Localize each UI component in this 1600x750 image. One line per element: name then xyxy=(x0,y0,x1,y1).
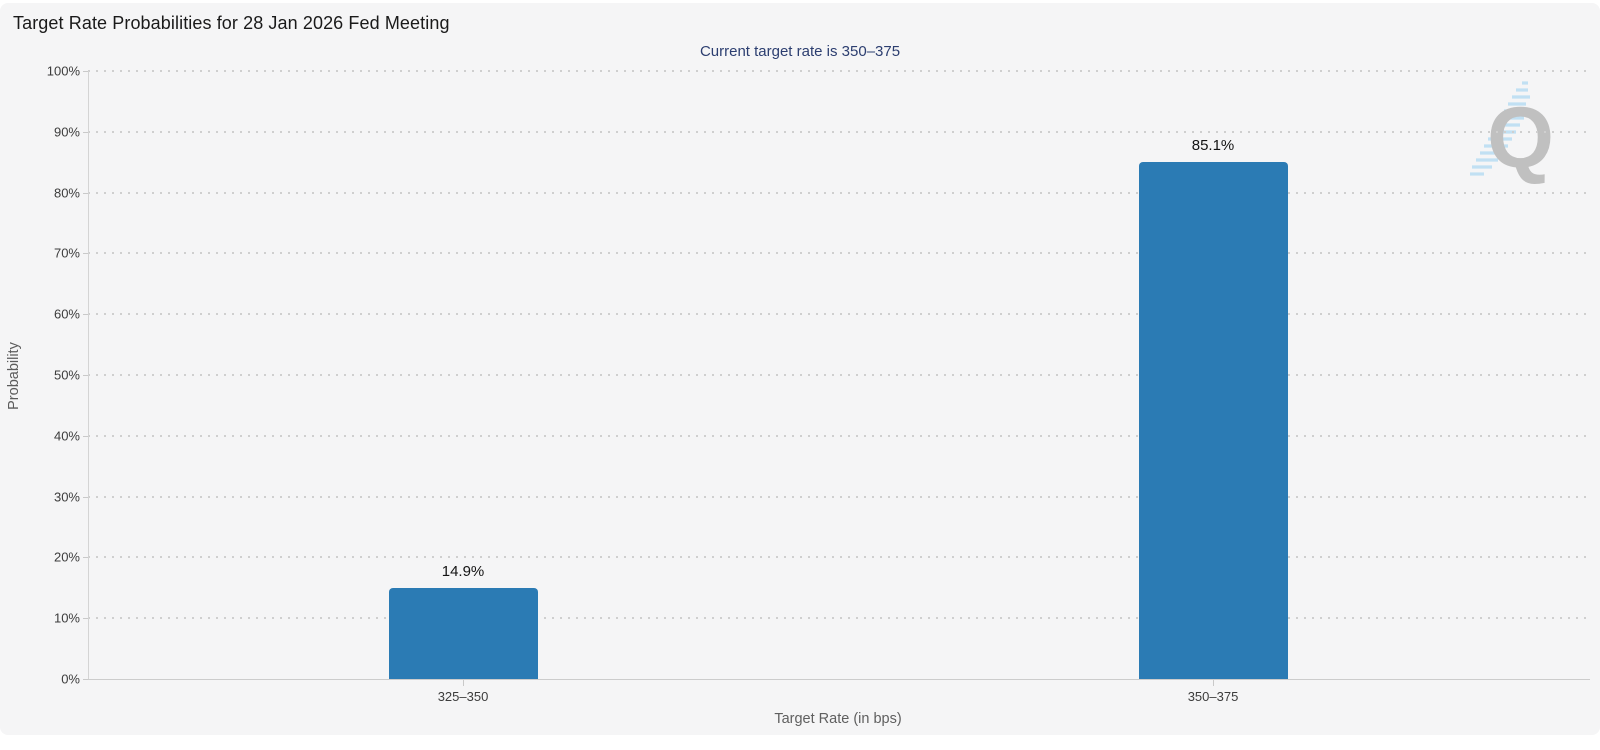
y-axis-tick-label: 60% xyxy=(53,306,80,322)
x-axis-tick-label: 325–350 xyxy=(437,689,489,704)
gridline-10 xyxy=(88,617,1588,620)
gridline-90 xyxy=(88,130,1588,133)
y-tick-mark xyxy=(83,496,88,498)
gridline-80 xyxy=(88,191,1588,194)
y-axis-line xyxy=(88,71,89,679)
x-axis-tick-label: 350–375 xyxy=(1187,689,1239,704)
gridline-30 xyxy=(88,495,1588,498)
gridline-70 xyxy=(88,252,1588,255)
y-axis-tick-label: 50% xyxy=(53,367,80,383)
gridline-40 xyxy=(88,434,1588,437)
y-tick-mark xyxy=(83,557,88,559)
y-tick-mark xyxy=(83,618,88,620)
chart-title: Target Rate Probabilities for 28 Jan 202… xyxy=(13,13,450,33)
gridline-20 xyxy=(88,556,1588,559)
y-tick-mark xyxy=(83,253,88,255)
bar-325-350[interactable] xyxy=(388,588,538,679)
bar-value-label: 14.9% xyxy=(441,563,485,581)
plot-area: 0% 10% 20% 30% 40% 50% 60% 70% 80% 90% 100% 14.9% 32… xyxy=(0,3,1600,750)
gridline-60 xyxy=(88,313,1588,316)
y-axis-tick-label: 0% xyxy=(61,671,80,687)
y-axis-tick-label: 10% xyxy=(53,610,80,626)
y-tick-mark xyxy=(83,314,88,316)
x-axis-line xyxy=(88,679,1590,680)
chart-card: Target Rate Probabilities for 28 Jan 202… xyxy=(0,3,1600,735)
y-axis-tick-label: 30% xyxy=(53,489,80,505)
y-axis-tick-label: 80% xyxy=(53,185,80,201)
x-tick-mark xyxy=(463,680,464,686)
x-axis-title: Target Rate (in bps) xyxy=(774,711,902,727)
y-tick-mark xyxy=(83,679,88,680)
y-axis-tick-label: 70% xyxy=(53,245,80,261)
y-axis-tick-label: 20% xyxy=(53,549,80,565)
y-tick-mark xyxy=(83,131,88,133)
bar-350-375[interactable] xyxy=(1138,161,1288,679)
chart-subtitle: Current target rate is 350–375 xyxy=(699,43,901,60)
y-axis-tick-label: 40% xyxy=(53,428,80,444)
y-axis-tick-label: 90% xyxy=(53,124,80,140)
y-axis-tick-label: 100% xyxy=(46,63,80,79)
y-axis-title: Probability xyxy=(6,342,22,410)
gridline-50 xyxy=(88,374,1588,376)
y-tick-mark xyxy=(83,192,88,194)
gridline-100 xyxy=(88,70,1588,72)
x-tick-mark xyxy=(1213,680,1214,686)
y-tick-mark xyxy=(83,375,88,376)
y-tick-mark xyxy=(83,71,88,72)
y-tick-mark xyxy=(83,435,88,437)
bar-value-label: 85.1% xyxy=(1191,136,1235,154)
